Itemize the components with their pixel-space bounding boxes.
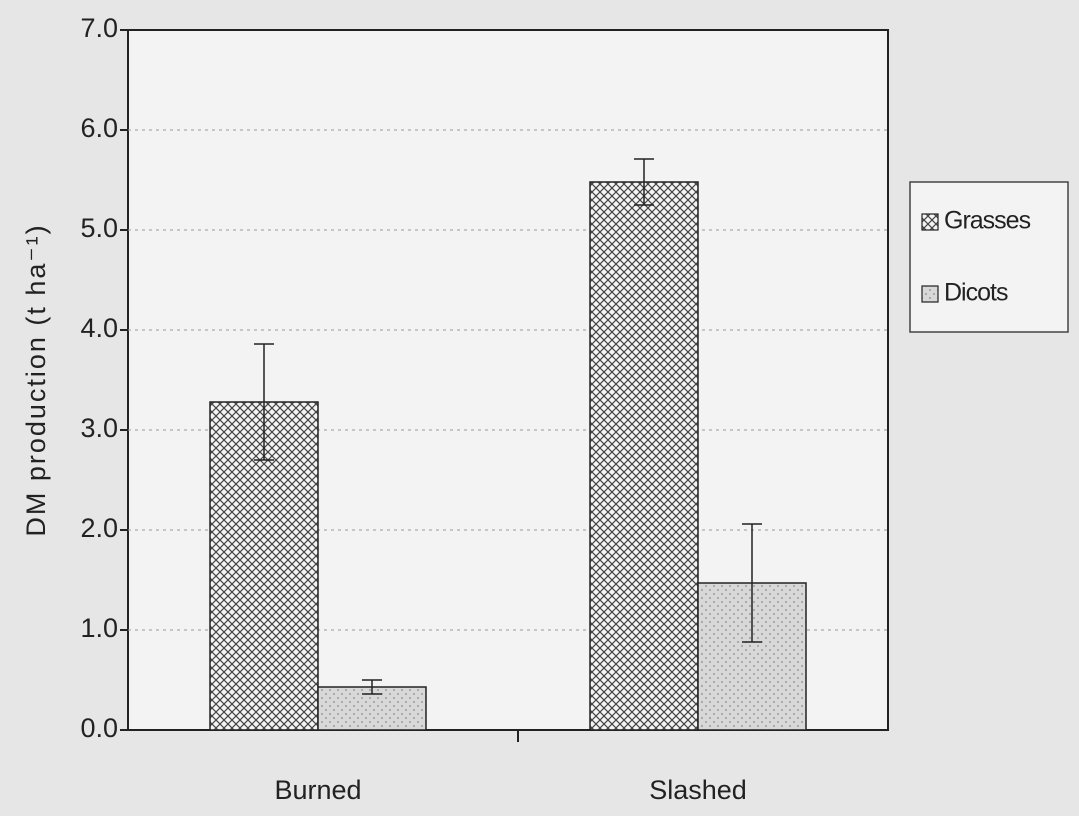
legend-swatch xyxy=(921,213,939,231)
legend xyxy=(909,181,1069,333)
legend-label: Dicots xyxy=(944,279,1008,307)
y-tick-label: 5.0 xyxy=(80,213,118,243)
y-axis-label: DM production (t ha⁻¹) xyxy=(21,223,51,536)
y-tick-label: 6.0 xyxy=(80,113,118,143)
error-bar xyxy=(634,158,654,206)
bar xyxy=(317,686,427,731)
y-tick-label: 1.0 xyxy=(80,613,118,643)
error-bar xyxy=(362,679,382,695)
y-tick-label: 7.0 xyxy=(80,13,118,43)
y-tick-label: 3.0 xyxy=(80,413,118,443)
legend-label: Grasses xyxy=(944,207,1031,235)
legend-swatch xyxy=(921,285,939,303)
x-tick-label: Burned xyxy=(274,775,361,805)
y-tick-label: 2.0 xyxy=(80,513,118,543)
y-tick-label: 4.0 xyxy=(80,313,118,343)
error-bar xyxy=(254,343,274,461)
error-bar xyxy=(742,523,762,643)
x-tick-label: Slashed xyxy=(649,775,747,805)
y-tick-label: 0.0 xyxy=(80,713,118,743)
bar xyxy=(589,181,699,731)
